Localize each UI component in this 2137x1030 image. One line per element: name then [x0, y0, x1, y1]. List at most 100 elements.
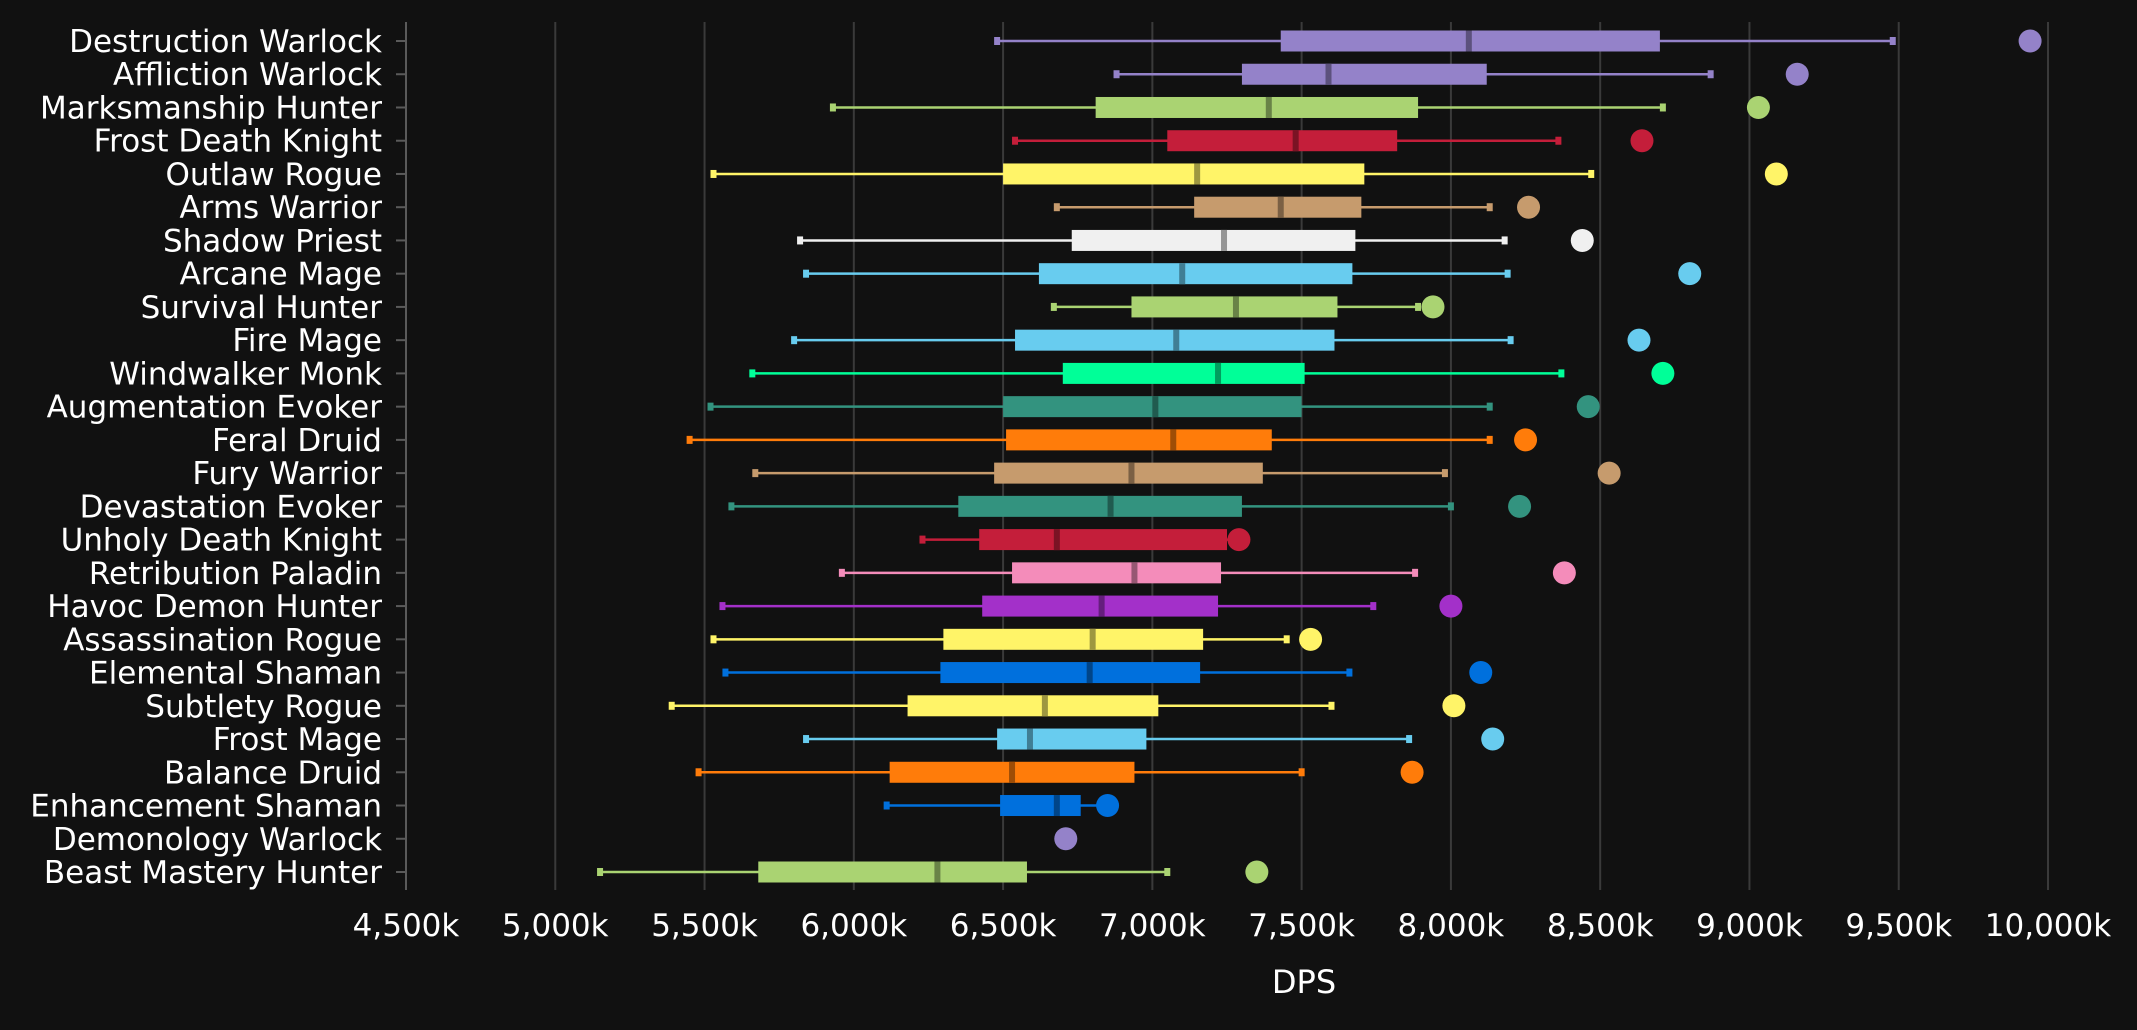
median-marker	[1053, 795, 1060, 817]
median-marker	[1128, 462, 1135, 484]
category-label: Balance Druid	[164, 755, 382, 791]
box-group	[695, 760, 1424, 784]
box-iqr	[1012, 562, 1222, 584]
category-label: Arcane Mage	[180, 257, 382, 293]
median-marker	[1325, 63, 1332, 85]
box-group	[803, 262, 1702, 286]
x-tick-label: 7,000k	[1099, 908, 1206, 944]
whisker-max-cap	[1558, 369, 1565, 378]
whisker-min-cap	[707, 402, 714, 411]
category-label: Havoc Demon Hunter	[47, 589, 382, 625]
box-group	[883, 794, 1120, 818]
x-tick-label: 9,500k	[1845, 908, 1952, 944]
top-dps-point	[1627, 328, 1651, 352]
median-marker	[1292, 130, 1299, 152]
box-group	[749, 361, 1675, 385]
median-marker	[1086, 662, 1093, 684]
box-iqr	[1167, 130, 1398, 152]
top-dps-point	[1746, 95, 1770, 119]
median-marker	[1277, 196, 1284, 218]
box-iqr	[1095, 96, 1419, 118]
x-tick-label: 6,000k	[800, 908, 907, 944]
category-label: Augmentation Evoker	[47, 390, 383, 426]
x-tick-labels: 4,500k 5,000k 5,500k 6,000k 6,500k 7,000k 7,50…	[353, 908, 2112, 944]
category-label: Fury Warrior	[192, 456, 382, 492]
category-label: Survival Hunter	[141, 290, 383, 326]
category-label: Arms Warrior	[179, 190, 382, 226]
top-dps-point	[1552, 561, 1576, 585]
whisker-max-cap	[1889, 37, 1896, 45]
top-dps-point	[1630, 129, 1654, 153]
top-dps-point	[1651, 361, 1675, 385]
top-dps-point	[1096, 794, 1120, 818]
top-dps-point	[2018, 29, 2042, 53]
top-dps-point	[1785, 62, 1809, 86]
whisker-min-cap	[883, 801, 890, 810]
median-marker	[1152, 396, 1159, 418]
box-group	[838, 561, 1576, 585]
whisker-max-cap	[1415, 302, 1422, 311]
box-group	[1053, 195, 1541, 219]
box-iqr	[940, 662, 1201, 684]
median-marker	[1215, 362, 1222, 384]
whisker-max-cap	[1441, 469, 1448, 478]
top-dps-point	[1442, 694, 1466, 718]
median-marker	[1265, 96, 1272, 118]
top-dps-point	[1576, 395, 1600, 419]
whisker-min-cap	[803, 269, 810, 278]
box-iqr	[1000, 795, 1081, 817]
whisker-min-cap	[722, 668, 729, 677]
median-marker	[1089, 628, 1096, 650]
box-group	[1054, 827, 1078, 851]
whisker-min-cap	[728, 502, 735, 511]
top-dps-point	[1764, 162, 1788, 186]
box-iqr	[907, 695, 1159, 717]
category-label: Outlaw Rogue	[165, 157, 382, 193]
category-label: Fire Mage	[232, 323, 382, 359]
whisker-max-cap	[1486, 203, 1493, 212]
whisker-min-cap	[710, 635, 717, 644]
whisker-max-cap	[1412, 568, 1419, 577]
whisker-min-cap	[1012, 136, 1019, 145]
box-group	[722, 661, 1493, 685]
box-group	[710, 627, 1323, 651]
box-group	[994, 29, 2042, 53]
x-tick-label: 5,000k	[502, 908, 609, 944]
box-iqr	[1038, 263, 1353, 285]
top-dps-point	[1400, 760, 1424, 784]
median-marker	[1009, 761, 1016, 783]
category-label: Feral Druid	[212, 423, 382, 459]
whisker-max-cap	[1707, 70, 1714, 79]
category-label: Unholy Death Knight	[61, 523, 382, 559]
boxes-layer	[597, 29, 2042, 884]
median-marker	[1107, 495, 1114, 517]
whisker-max-cap	[1555, 136, 1562, 145]
median-marker	[1465, 30, 1472, 52]
box-group	[668, 694, 1466, 718]
whisker-max-cap	[1588, 169, 1595, 178]
category-label: Elemental Shaman	[89, 656, 382, 692]
whisker-min-cap	[686, 435, 693, 444]
whisker-max-cap	[1486, 435, 1493, 444]
top-dps-point	[1054, 827, 1078, 851]
top-dps-point	[1481, 727, 1505, 751]
whisker-min-cap	[838, 568, 845, 577]
whisker-max-cap	[1447, 502, 1454, 511]
box-iqr	[1241, 63, 1487, 85]
box-iqr	[997, 728, 1147, 750]
category-label: Beast Mastery Hunter	[44, 855, 382, 891]
x-tick-label: 4,500k	[353, 908, 460, 944]
top-dps-point	[1597, 461, 1621, 485]
median-marker	[1173, 329, 1180, 351]
category-label: Devastation Evoker	[80, 489, 383, 525]
box-group	[797, 228, 1594, 252]
box-group	[686, 428, 1538, 452]
x-tick-label: 5,500k	[651, 908, 758, 944]
whisker-min-cap	[668, 701, 675, 710]
box-iqr	[979, 529, 1227, 551]
x-tick-label: 8,500k	[1547, 908, 1654, 944]
median-marker	[1098, 595, 1105, 617]
whisker-min-cap	[919, 535, 926, 544]
whisker-max-cap	[1507, 336, 1514, 345]
